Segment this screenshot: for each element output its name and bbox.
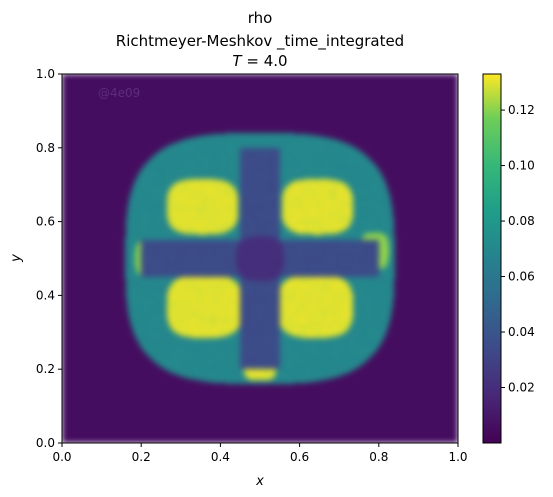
plot-frame — [61, 73, 459, 444]
y-tick-label: 0.0 — [36, 436, 55, 450]
colorbar-tick-label: 0.04 — [508, 325, 535, 339]
colorbar-tick-label: 0.06 — [508, 270, 535, 284]
y-tick-label: 1.0 — [36, 67, 55, 81]
colorbar — [482, 73, 502, 444]
x-tick-label: 0.4 — [211, 450, 230, 464]
watermark-text: @4e09 — [98, 86, 140, 100]
colorbar-tick-label: 0.12 — [508, 103, 535, 117]
y-axis-ticks: 0.0 0.2 0.4 0.6 0.8 1.0 — [36, 67, 62, 450]
x-tick-label: 1.0 — [448, 450, 467, 464]
y-tick-label: 0.6 — [36, 215, 55, 229]
x-tick-label: 0.8 — [369, 450, 388, 464]
chart-title-line-2: Richtmeyer-Meshkov _time_integrated — [116, 32, 404, 51]
x-tick-label: 0.6 — [290, 450, 309, 464]
y-tick-label: 0.2 — [36, 362, 55, 376]
x-axis-label: x — [255, 474, 264, 489]
chart-title-line-3: T = 4.0 — [232, 52, 287, 70]
heatmap-area — [62, 74, 458, 443]
colorbar-tick-label: 0.10 — [508, 159, 535, 173]
x-tick-label: 0.0 — [52, 450, 71, 464]
heatmap-image — [62, 74, 458, 443]
y-tick-label: 0.4 — [36, 288, 55, 302]
title-time-value: = 4.0 — [242, 52, 288, 70]
x-axis-ticks: 0.0 0.2 0.4 0.6 0.8 1.0 — [52, 443, 468, 464]
colorbar-ticks: 0.02 0.04 0.06 0.08 0.10 0.12 — [501, 103, 535, 395]
title-time-variable: T — [232, 52, 243, 70]
y-tick-label: 0.8 — [36, 141, 55, 155]
x-tick-label: 0.2 — [132, 450, 151, 464]
colorbar-tick-label: 0.08 — [508, 214, 535, 228]
chart-title-line-1: rho — [248, 9, 273, 27]
colorbar-tick-label: 0.02 — [508, 381, 535, 395]
y-axis-label: y — [9, 254, 24, 263]
